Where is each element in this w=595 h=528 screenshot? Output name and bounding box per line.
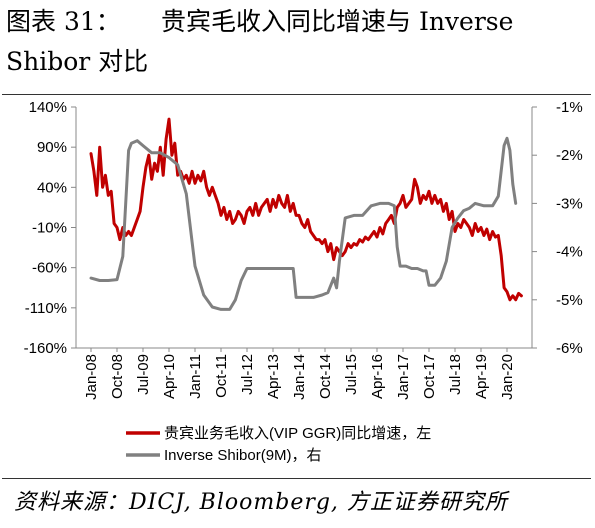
right-y-tick-label: -6% <box>556 340 583 357</box>
x-tick-label: Oct-08 <box>109 354 126 399</box>
right-y-tick-label: -2% <box>556 147 583 164</box>
x-tick-label: Apr-10 <box>161 354 178 399</box>
source-note: 资料来源：DICJ, Bloomberg, 方正证券研究所 <box>14 490 508 515</box>
left-y-tick-label: -10% <box>32 220 67 237</box>
x-tick-label: Apr-13 <box>265 354 282 399</box>
x-tick-label: Apr-19 <box>473 354 490 399</box>
x-tick-label: Oct-14 <box>317 354 334 399</box>
x-tick-label: Jan-14 <box>291 354 308 400</box>
title-text: 贵宾毛收入同比增速与 Inverse <box>161 7 514 36</box>
x-tick-label: Jan-08 <box>83 354 100 400</box>
chart-title: 图表 31： 贵宾毛收入同比增速与 Inverse Shibor 对比 <box>6 2 591 82</box>
right-y-tick-label: -4% <box>556 244 583 261</box>
chart-legend: 贵宾业务毛收入(VIP GGR)同比增速，左 Inverse Shibor(9M)… <box>126 425 431 464</box>
right-y-tick-label: -3% <box>556 195 583 212</box>
x-tick-label: Jul-18 <box>447 354 464 395</box>
title-line-2: Shibor 对比 <box>6 47 149 76</box>
left-y-tick-label: 140% <box>29 99 67 116</box>
right-y-tick-label: -1% <box>556 99 583 116</box>
x-tick-label: Jul-12 <box>239 354 256 395</box>
x-tick-label: Jan-11 <box>187 354 204 399</box>
inverse-shibor-line <box>89 136 518 311</box>
legend-label: 贵宾业务毛收入(VIP GGR)同比增速，左 <box>164 425 431 442</box>
left-y-tick-label: 40% <box>37 179 67 196</box>
x-tick-label: Jul-09 <box>135 354 152 395</box>
left-y-tick-label: -110% <box>25 300 67 317</box>
figure-label: 图表 31： <box>6 7 121 36</box>
left-y-tick-label: 90% <box>37 139 67 156</box>
left-y-tick-label: -60% <box>32 260 67 277</box>
x-tick-label: Apr-16 <box>369 354 386 399</box>
legend-label: Inverse Shibor(9M)，右 <box>164 447 322 464</box>
x-tick-label: Oct-11 <box>213 354 230 398</box>
chart-frame <box>2 94 591 479</box>
x-tick-label: Jan-17 <box>395 354 412 400</box>
x-tick-label: Jul-15 <box>343 354 360 395</box>
title-line-1: 图表 31： 贵宾毛收入同比增速与 Inverse <box>6 2 591 42</box>
vip-ggr-growth-line <box>89 117 523 302</box>
x-tick-label: Oct-17 <box>421 354 438 399</box>
x-tick-label: Jan-20 <box>499 354 516 400</box>
chart-series <box>89 117 523 311</box>
chart-axes: 140% 90% 40% -10% -60% -110% -160% -1% -2% -3% -4%… <box>24 99 583 400</box>
right-y-tick-label: -5% <box>556 292 583 309</box>
left-y-tick-label: -160% <box>24 340 67 357</box>
